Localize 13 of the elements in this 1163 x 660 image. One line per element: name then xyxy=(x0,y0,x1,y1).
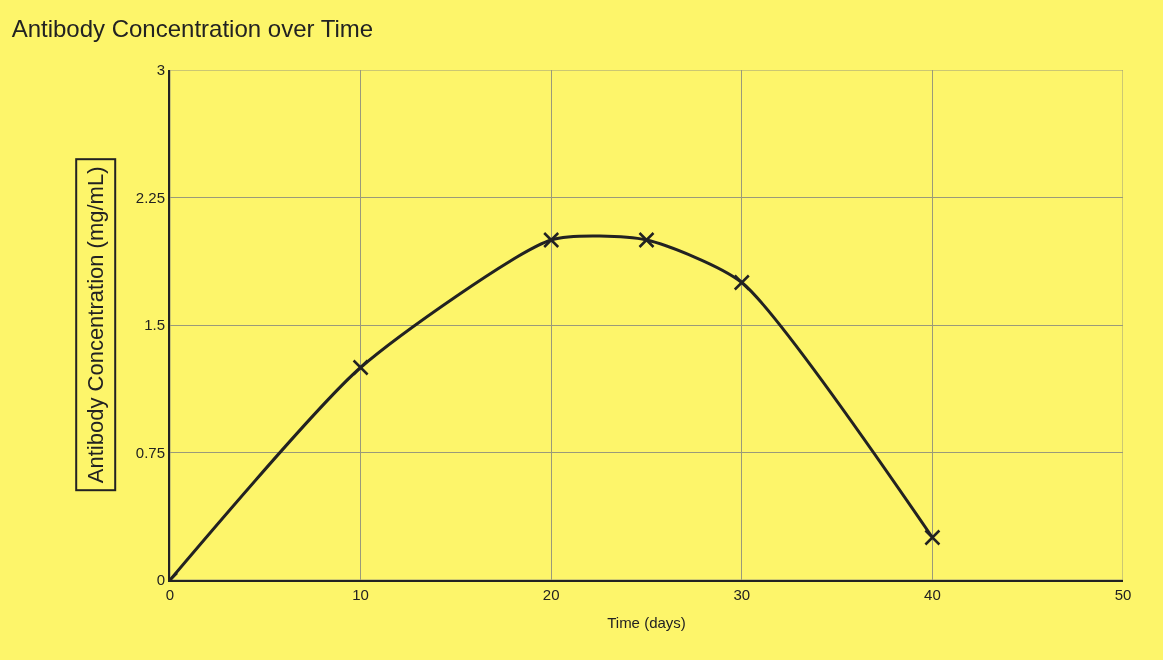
x-axis-title: Time (days) xyxy=(607,613,686,631)
chart-title: Antibody Concentration over Time xyxy=(11,14,374,42)
y-tick-label: 1.5 xyxy=(144,316,165,334)
x-tick-label: 30 xyxy=(733,586,751,603)
y-axis-title: Antibody Concentration (mg/mL) xyxy=(83,166,109,484)
x-tick-label: 40 xyxy=(924,586,941,603)
x-tick-label: 10 xyxy=(352,586,369,603)
x-tick-label: 20 xyxy=(542,586,560,603)
y-tick-label: 3 xyxy=(156,61,165,79)
y-tick-label: 2.25 xyxy=(135,188,165,206)
y-tick-label: 0 xyxy=(156,571,165,589)
y-tick-label: 0.75 xyxy=(135,443,165,461)
x-tick-label: 50 xyxy=(1114,586,1132,603)
